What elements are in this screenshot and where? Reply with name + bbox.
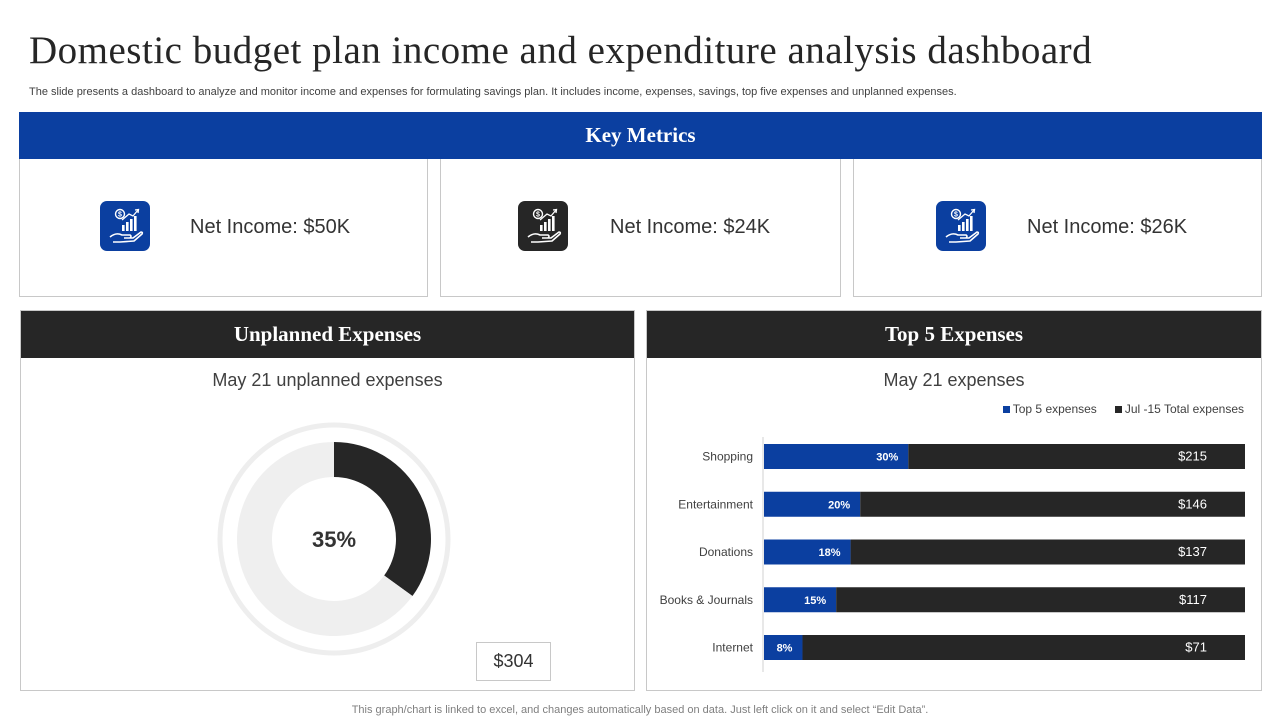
top5-expenses-title: Top 5 Expenses [884,322,1024,346]
bar-top5 [764,491,861,517]
bar-top5 [764,539,851,565]
svg-text:$: $ [954,212,958,219]
page-title: Domestic budget plan income and expendit… [29,29,1093,72]
metric-value-3: Net Income: $26K [1027,216,1188,238]
legend-swatch-dark [1114,405,1122,413]
top5-chart-title: May 21 expenses [883,370,1025,390]
category-label: Internet [712,641,753,655]
hand-money-growth-icon: $ [518,201,568,251]
metric-value-1: Net Income: $50K [190,216,351,238]
hand-money-growth-icon: $ [936,201,986,251]
donut-slice-unplanned [334,442,431,597]
hand-money-growth-icon-glyph: $ [945,208,980,243]
data-label-amount: $137 [1178,544,1207,559]
bar-total [836,587,1245,613]
unplanned-expenses-title: Unplanned Expenses [233,322,422,346]
data-label-amount: $215 [1178,449,1207,464]
category-label: Shopping [702,450,753,464]
unplanned-chart-title: May 21 unplanned expenses [212,370,443,390]
data-label-percent: 30% [876,452,898,464]
donut-center-label: 35% [312,527,356,552]
data-label-percent: 15% [804,595,826,607]
bar-total [850,539,1245,565]
data-label-percent: 8% [777,643,793,655]
legend-item-total: Jul -15 Total expenses [1114,402,1244,416]
legend-label-total: Jul -15 Total expenses [1124,402,1244,416]
bar-total [908,444,1245,469]
data-label-amount: $117 [1179,592,1207,607]
svg-text:$: $ [118,212,122,219]
chart-legend: Top 5 expenses Jul -15 Total expenses [1002,402,1244,416]
key-metrics-title: Key Metrics [585,123,696,147]
hand-money-growth-icon-glyph: $ [527,208,562,243]
bar-total [860,491,1245,517]
metric-card-2: $ Net Income: $24K [440,159,841,297]
bar-top5 [764,444,909,469]
metric-card-3: $ Net Income: $26K [853,159,1262,297]
donut-chart: 35% [217,422,451,656]
page-subtitle: The slide presents a dashboard to analyz… [29,86,957,98]
donut-outer-ring [217,422,451,656]
unplanned-expenses-panel: Unplanned Expenses May 21 unplanned expe… [20,310,635,691]
unplanned-expenses-header: Unplanned Expenses [21,311,634,358]
data-label-amount: $71 [1185,640,1207,655]
legend-swatch-blue [1002,405,1010,413]
category-label: Donations [699,545,753,559]
data-label-amount: $146 [1178,496,1207,511]
donut-slice-remaining [236,442,413,636]
data-label-percent: 20% [828,499,850,511]
unplanned-amount: $304 [476,642,551,681]
bar-total [802,635,1245,660]
svg-text:$: $ [536,212,540,219]
top5-expenses-header: Top 5 Expenses [647,311,1261,358]
hand-money-growth-icon-glyph: $ [109,208,144,243]
legend-item-top5: Top 5 expenses [1002,402,1097,416]
category-label: Books & Journals [660,593,753,607]
legend-label-top5: Top 5 expenses [1012,402,1097,416]
bar-top5 [764,635,803,660]
category-label: Entertainment [678,497,753,511]
metric-card-1: $ Net Income: $50K [19,159,428,297]
data-label-percent: 18% [819,547,841,559]
hand-money-growth-icon: $ [100,201,150,251]
metric-value-2: Net Income: $24K [610,216,771,238]
bar-top5 [764,587,837,613]
footer-note: This graph/chart is linked to excel, and… [351,704,929,716]
top5-expenses-panel: Top 5 Expenses May 21 expenses Top 5 exp… [646,310,1262,691]
bar-chart: Shopping 30% $215 Entertainment 20% $146 Donat… [660,437,1245,672]
key-metrics-header: Key Metrics [19,112,1262,159]
